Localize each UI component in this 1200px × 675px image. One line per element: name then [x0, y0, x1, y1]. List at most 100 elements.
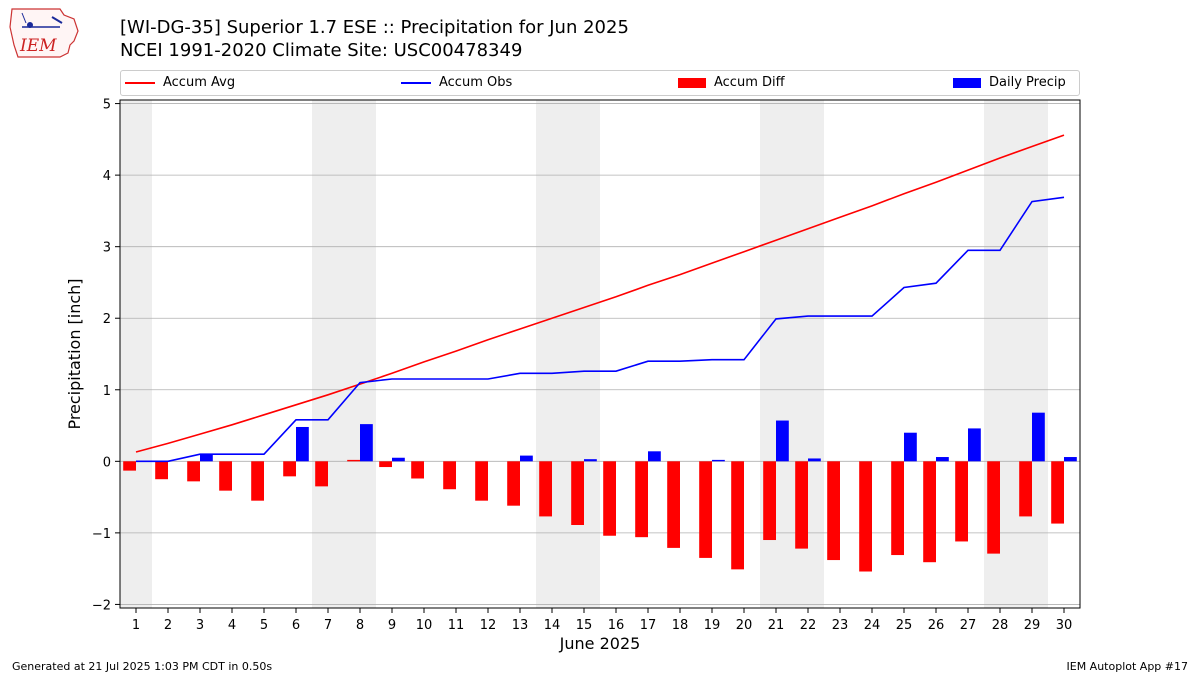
- y-tick-label: 1: [103, 384, 111, 399]
- daily-precip-bar-21: [776, 420, 789, 462]
- legend-label-accum-obs: Accum Obs: [439, 75, 513, 90]
- x-tick-label: 28: [992, 618, 1009, 633]
- accum-diff-bar-18: [667, 461, 680, 548]
- legend-label-accum-avg: Accum Avg: [163, 75, 236, 90]
- daily-precip-bar-13: [520, 455, 533, 462]
- x-tick-label: 17: [640, 618, 657, 633]
- accum-diff-bar-17: [635, 461, 648, 538]
- accum-diff-bar-9: [379, 461, 392, 468]
- accum-diff-bar-23: [827, 461, 840, 561]
- legend-swatch-accum-avg: [125, 81, 155, 84]
- legend-label-accum-diff: Accum Diff: [714, 75, 785, 90]
- legend-swatch-accum-obs: [401, 81, 431, 84]
- x-tick-label: 22: [800, 618, 817, 633]
- accum-diff-bar-5: [251, 461, 264, 501]
- daily-precip-bar-8: [360, 424, 373, 462]
- accum-diff-bar-1: [123, 461, 136, 471]
- footer-app: IEM Autoplot App #17: [1066, 660, 1189, 673]
- x-tick-label: 18: [672, 618, 689, 633]
- x-tick-label: 20: [736, 618, 753, 633]
- x-axis-label: June 2025: [559, 634, 641, 653]
- accum-diff-bar-27: [955, 461, 968, 542]
- daily-precip-bar-29: [1032, 412, 1045, 462]
- accum-diff-bar-25: [891, 461, 904, 556]
- y-tick-label: 0: [103, 455, 111, 470]
- accum-diff-bar-7: [315, 461, 328, 487]
- legend-item-accum-obs: Accum Obs: [401, 75, 512, 91]
- y-tick-label: 5: [103, 98, 111, 113]
- x-tick-label: 24: [864, 618, 881, 633]
- bars: [123, 412, 1077, 572]
- legend-item-accum-diff: Accum Diff: [678, 75, 785, 91]
- daily-precip-bar-17: [648, 451, 661, 462]
- x-tick-label: 2: [164, 618, 172, 633]
- plot-frame: [119, 99, 1081, 609]
- x-tick-label: 13: [512, 618, 529, 633]
- x-tick-label: 16: [608, 618, 625, 633]
- x-tick-label: 21: [768, 618, 785, 633]
- x-tick-label: 11: [448, 618, 465, 633]
- weekend-shade-7: [312, 100, 344, 608]
- series-lines: [135, 134, 1065, 463]
- legend-label-daily-precip: Daily Precip: [989, 75, 1066, 90]
- y-tick-label: 3: [103, 241, 111, 256]
- y-tick-label: 4: [103, 169, 111, 184]
- legend-item-accum-avg: Accum Avg: [125, 75, 235, 91]
- x-tick-label: 29: [1024, 618, 1041, 633]
- x-tick-label: 10: [416, 618, 433, 633]
- logo-text: IEM: [19, 36, 57, 56]
- x-tick-label: 5: [260, 618, 268, 633]
- chart-subtitle: NCEI 1991-2020 Climate Site: USC00478349: [120, 40, 523, 61]
- accum-diff-bar-20: [731, 461, 744, 570]
- accum-diff-bar-10: [411, 461, 424, 479]
- accum-diff-bar-19: [699, 461, 712, 558]
- x-tick-label: 14: [544, 618, 561, 633]
- x-tick-label: 15: [576, 618, 593, 633]
- accum-avg-line: [135, 134, 1065, 453]
- x-tick-label: 26: [928, 618, 945, 633]
- footer-generated: Generated at 21 Jul 2025 1:03 PM CDT in …: [12, 660, 273, 673]
- weekend-shade-29: [1016, 100, 1048, 608]
- daily-precip-bar-15: [584, 459, 597, 462]
- legend-item-daily-precip: Daily Precip: [953, 75, 1066, 91]
- accum-obs-line: [136, 196, 1065, 463]
- x-tick-label: 19: [704, 618, 721, 633]
- weekend-shade-15: [568, 100, 600, 608]
- x-tick-label: 12: [480, 618, 497, 633]
- x-tick-label: 4: [228, 618, 236, 633]
- accum-diff-bar-22: [795, 461, 808, 549]
- accum-diff-bar-15: [571, 461, 584, 526]
- y-tick-label: 2: [103, 312, 111, 327]
- x-tick-label: 3: [196, 618, 204, 633]
- chart-title: [WI-DG-35] Superior 1.7 ESE :: Precipita…: [120, 17, 629, 38]
- weekend-shade-8: [344, 100, 376, 608]
- daily-precip-bar-22: [808, 458, 821, 462]
- daily-precip-bar-26: [936, 457, 949, 462]
- daily-precip-bar-27: [968, 428, 981, 462]
- x-tick-label: 7: [324, 618, 332, 633]
- daily-precip-bar-30: [1064, 457, 1077, 462]
- x-tick-label: 27: [960, 618, 977, 633]
- grid-lines: [120, 103, 1080, 605]
- y-tick-label: −2: [92, 598, 111, 613]
- daily-precip-bar-19: [712, 459, 725, 462]
- accum-diff-bar-28: [987, 461, 1000, 554]
- iem-logo: IEM: [8, 5, 82, 60]
- accum-diff-bar-8: [347, 459, 360, 462]
- daily-precip-bar-6: [296, 426, 309, 462]
- accum-diff-bar-16: [603, 461, 616, 536]
- legend: Accum Avg Accum Obs Accum Diff Daily Pre…: [120, 70, 1080, 96]
- accum-diff-bar-30: [1051, 461, 1064, 524]
- accum-diff-bar-4: [219, 461, 232, 491]
- accum-diff-bar-3: [187, 461, 200, 482]
- accum-diff-bar-29: [1019, 461, 1032, 517]
- weekend-shading: [120, 100, 1048, 608]
- x-tick-label: 25: [896, 618, 913, 633]
- x-tick-label: 8: [356, 618, 364, 633]
- y-tick-label: −1: [92, 527, 111, 542]
- x-tick-label: 6: [292, 618, 300, 633]
- weekend-shade-1: [120, 100, 152, 608]
- y-axis-label: Precipitation [inch]: [65, 278, 84, 429]
- daily-precip-bar-25: [904, 432, 917, 462]
